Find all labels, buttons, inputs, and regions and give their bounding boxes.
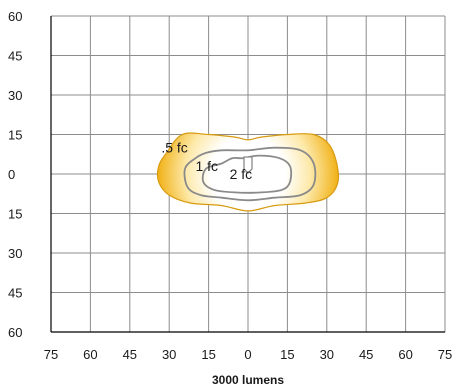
y-tick-label: 30 (8, 246, 22, 261)
x-tick-label: 60 (83, 347, 97, 362)
y-tick-label: 60 (8, 9, 22, 24)
x-tick-label: 75 (44, 347, 58, 362)
contour-line-2 (183, 146, 317, 202)
x-tick-label: 0 (244, 347, 251, 362)
x-tick-label: 45 (123, 347, 137, 362)
contour-label-2: 1 fc (195, 158, 218, 174)
x-tick-label: 15 (201, 347, 215, 362)
y-tick-label: 45 (8, 286, 22, 301)
contour-line-1 (156, 132, 340, 212)
y-tick-label: 0 (8, 167, 15, 182)
contour-label-1: .5 fc (161, 140, 187, 156)
y-tick-label: 60 (8, 325, 22, 340)
x-tick-label: 45 (359, 347, 373, 362)
y-tick-label: 45 (8, 49, 22, 64)
y-tick-label: 15 (8, 207, 22, 222)
contour-label-3: 2 fc (230, 166, 253, 182)
grid-lines (50, 15, 446, 333)
y-tick-label: 15 (8, 128, 22, 143)
x-axis-title: 3000 lumens (212, 373, 284, 387)
x-tick-label: 75 (438, 347, 452, 362)
luminaire-marker (243, 156, 253, 174)
x-tick-label: 60 (398, 347, 412, 362)
y-tick-label: 30 (8, 88, 22, 103)
x-tick-label: 30 (162, 347, 176, 362)
x-tick-label: 15 (280, 347, 294, 362)
x-tick-label: 30 (320, 347, 334, 362)
